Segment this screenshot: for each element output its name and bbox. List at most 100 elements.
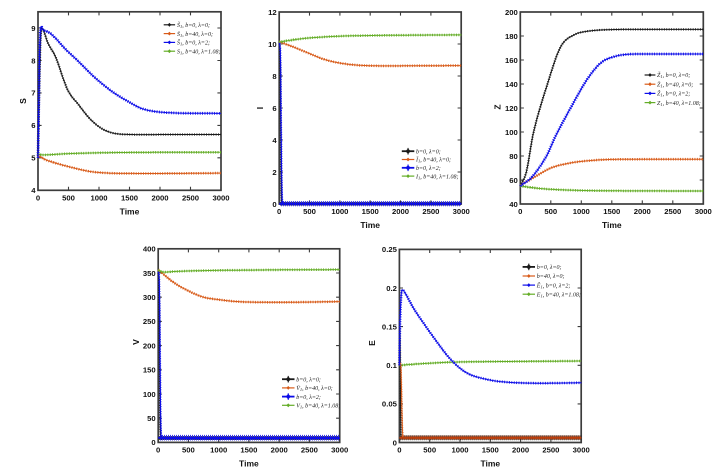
svg-text:3000: 3000 bbox=[331, 445, 348, 454]
svg-text:1000: 1000 bbox=[451, 446, 468, 455]
svg-text:S: S bbox=[18, 98, 28, 104]
svg-text:1000: 1000 bbox=[90, 193, 107, 202]
svg-text:S̃1, b=0, λ=0;: S̃1, b=0, λ=0; bbox=[177, 22, 210, 29]
svg-text:V̄1, b=40, λ=0;: V̄1, b=40, λ=0; bbox=[296, 385, 333, 392]
svg-text:Time: Time bbox=[120, 206, 140, 216]
svg-text:3000: 3000 bbox=[695, 207, 712, 216]
svg-text:0: 0 bbox=[277, 207, 281, 216]
svg-text:V1, b=40, λ=1.08;: V1, b=40, λ=1.08; bbox=[296, 403, 340, 410]
svg-text:1000: 1000 bbox=[331, 207, 348, 216]
svg-text:b=0, λ=0;: b=0, λ=0; bbox=[537, 265, 562, 271]
svg-text:6: 6 bbox=[272, 104, 276, 113]
svg-text:150: 150 bbox=[143, 366, 156, 375]
svg-text:2500: 2500 bbox=[664, 207, 681, 216]
svg-text:V: V bbox=[131, 339, 141, 345]
svg-text:b=0, λ=2;: b=0, λ=2; bbox=[416, 166, 441, 172]
svg-text:E: E bbox=[367, 340, 377, 346]
svg-text:4: 4 bbox=[272, 136, 277, 145]
svg-text:Ẑ1, b=0, λ=2;: Ẑ1, b=0, λ=2; bbox=[657, 90, 690, 98]
svg-text:50: 50 bbox=[147, 414, 156, 423]
svg-text:Time: Time bbox=[602, 220, 622, 230]
svg-text:Z̃1, b=0, λ=0;: Z̃1, b=0, λ=0; bbox=[657, 72, 690, 79]
svg-text:Z: Z bbox=[493, 104, 503, 109]
svg-text:5: 5 bbox=[31, 154, 36, 163]
svg-text:200: 200 bbox=[143, 341, 156, 350]
svg-text:100: 100 bbox=[143, 390, 156, 399]
svg-text:3000: 3000 bbox=[453, 207, 470, 216]
svg-text:0: 0 bbox=[393, 438, 397, 447]
svg-text:b=0, λ=0;: b=0, λ=0; bbox=[296, 377, 321, 383]
svg-text:Ŝ1, b=0, λ=2;: Ŝ1, b=0, λ=2; bbox=[177, 39, 210, 47]
svg-text:180: 180 bbox=[505, 32, 518, 41]
svg-text:2000: 2000 bbox=[151, 193, 168, 202]
svg-text:80: 80 bbox=[509, 152, 518, 161]
svg-text:b=40, λ=0;: b=40, λ=0; bbox=[537, 273, 565, 280]
svg-text:100: 100 bbox=[505, 128, 518, 137]
svg-text:160: 160 bbox=[505, 56, 518, 65]
svg-text:0: 0 bbox=[272, 200, 276, 209]
svg-text:2500: 2500 bbox=[422, 207, 439, 216]
svg-text:S̄1, b=40, λ=0;: S̄1, b=40, λ=0; bbox=[177, 31, 213, 38]
svg-text:E1, b=40, λ=1.08;: E1, b=40, λ=1.08; bbox=[536, 291, 581, 298]
svg-text:350: 350 bbox=[143, 269, 156, 278]
svg-text:120: 120 bbox=[505, 104, 518, 113]
svg-text:2500: 2500 bbox=[542, 446, 559, 455]
svg-text:b=0, λ=0;: b=0, λ=0; bbox=[416, 149, 441, 155]
svg-text:500: 500 bbox=[182, 445, 195, 454]
svg-text:9: 9 bbox=[31, 24, 35, 33]
svg-text:2500: 2500 bbox=[301, 445, 318, 454]
svg-text:Time: Time bbox=[480, 459, 500, 469]
svg-text:2000: 2000 bbox=[392, 207, 409, 216]
svg-text:I1, b=40, λ=1.08;: I1, b=40, λ=1.08; bbox=[415, 173, 458, 180]
svg-text:0: 0 bbox=[156, 445, 160, 454]
svg-text:2000: 2000 bbox=[271, 445, 288, 454]
svg-text:1500: 1500 bbox=[482, 446, 499, 455]
svg-text:I: I bbox=[255, 107, 265, 109]
svg-text:500: 500 bbox=[423, 446, 436, 455]
svg-text:6: 6 bbox=[31, 121, 35, 130]
svg-text:3000: 3000 bbox=[212, 193, 229, 202]
svg-text:40: 40 bbox=[509, 200, 518, 209]
svg-text:500: 500 bbox=[303, 207, 316, 216]
svg-text:0: 0 bbox=[151, 438, 155, 447]
svg-text:60: 60 bbox=[509, 176, 518, 185]
svg-text:2000: 2000 bbox=[634, 207, 651, 216]
svg-text:2000: 2000 bbox=[512, 446, 529, 455]
svg-text:400: 400 bbox=[143, 245, 156, 254]
svg-text:2500: 2500 bbox=[182, 193, 199, 202]
svg-text:4: 4 bbox=[31, 186, 36, 195]
svg-text:7: 7 bbox=[31, 89, 35, 98]
svg-text:12: 12 bbox=[268, 8, 277, 17]
svg-text:0: 0 bbox=[36, 193, 40, 202]
svg-text:0.1: 0.1 bbox=[386, 361, 397, 370]
svg-text:Time: Time bbox=[239, 458, 259, 468]
svg-text:8: 8 bbox=[272, 72, 277, 81]
svg-text:200: 200 bbox=[505, 8, 518, 17]
svg-text:Z̄1, b=40, λ=0;: Z̄1, b=40, λ=0; bbox=[657, 81, 693, 88]
svg-text:0.2: 0.2 bbox=[386, 284, 397, 293]
svg-text:1500: 1500 bbox=[121, 193, 138, 202]
svg-text:250: 250 bbox=[143, 317, 156, 326]
svg-text:1000: 1000 bbox=[210, 445, 227, 454]
svg-text:0.15: 0.15 bbox=[382, 322, 398, 331]
svg-text:Ê1, b=0, λ=2;: Ê1, b=0, λ=2; bbox=[536, 281, 571, 289]
svg-text:1500: 1500 bbox=[362, 207, 379, 216]
svg-text:0: 0 bbox=[397, 446, 401, 455]
svg-text:S1, b=40, λ=1.08;: S1, b=40, λ=1.08; bbox=[177, 48, 220, 55]
svg-text:1500: 1500 bbox=[603, 207, 620, 216]
svg-text:300: 300 bbox=[143, 293, 156, 302]
svg-text:0: 0 bbox=[518, 207, 522, 216]
svg-text:3000: 3000 bbox=[573, 446, 590, 455]
svg-text:2: 2 bbox=[272, 168, 276, 177]
svg-text:1500: 1500 bbox=[240, 445, 257, 454]
svg-text:500: 500 bbox=[62, 193, 75, 202]
svg-text:8: 8 bbox=[31, 56, 36, 65]
svg-text:0.25: 0.25 bbox=[382, 245, 398, 254]
svg-text:10: 10 bbox=[268, 40, 277, 49]
svg-text:500: 500 bbox=[544, 207, 557, 216]
svg-text:1000: 1000 bbox=[573, 207, 590, 216]
svg-text:Z1, b=40, λ=1.08;: Z1, b=40, λ=1.08; bbox=[657, 100, 701, 107]
svg-text:140: 140 bbox=[505, 80, 518, 89]
svg-text:0.05: 0.05 bbox=[382, 400, 398, 409]
svg-text:Time: Time bbox=[360, 220, 380, 230]
